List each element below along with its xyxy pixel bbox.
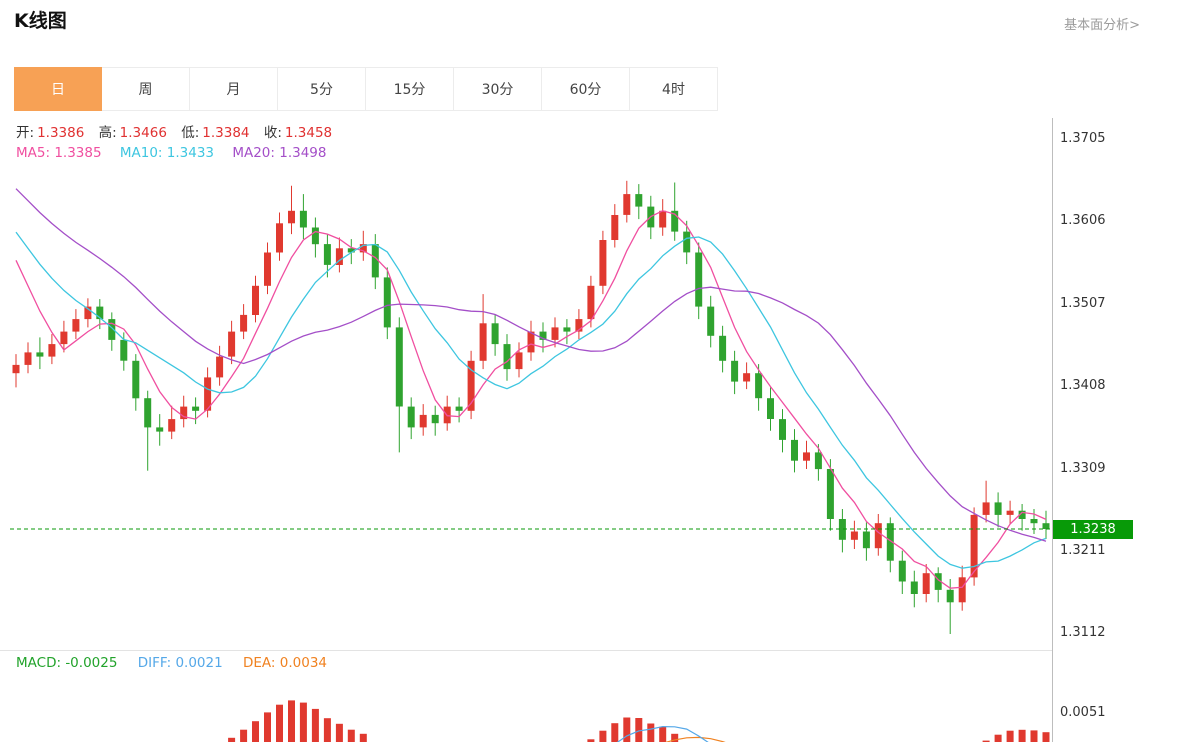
macd-axis-label: 0.0051 (1060, 705, 1106, 721)
axis-label: 1.3408 (1060, 378, 1106, 394)
axis-label: 1.3507 (1060, 295, 1106, 311)
tab-week[interactable]: 周 (102, 67, 190, 111)
tab-month[interactable]: 月 (190, 67, 278, 111)
macd-chart[interactable] (10, 650, 1052, 742)
high-value: 1.3466 (119, 125, 167, 141)
open-value: 1.3386 (37, 125, 85, 141)
axis-label: 1.3309 (1060, 460, 1106, 476)
axis-label: 1.3705 (1060, 130, 1106, 146)
axis-label: 1.3112 (1060, 624, 1106, 640)
fundamental-analysis-link[interactable]: 基本面分析> (1064, 18, 1140, 33)
low-label: 低: (181, 125, 200, 141)
tab-15min[interactable]: 15分 (366, 67, 454, 111)
candlestick-chart[interactable] (10, 118, 1052, 650)
tab-4hour[interactable]: 4时 (630, 67, 718, 111)
period-tabs: 日 周 月 5分 15分 30分 60分 4时 (14, 67, 718, 111)
diff-value: DIFF: 0.0021 (137, 655, 223, 671)
high-label: 高: (98, 125, 117, 141)
pane-divider (0, 650, 1052, 651)
close-value: 1.3458 (284, 125, 333, 141)
close-label: 收: (263, 125, 282, 141)
last-price-tag: 1.3238 (1053, 519, 1133, 539)
dea-value: DEA: 0.0034 (242, 655, 328, 671)
macd-value: MACD: -0.0025 (16, 655, 118, 671)
ma5-legend: MA5: 1.3385 (16, 145, 102, 161)
page-title: K线图 (14, 10, 67, 32)
low-value: 1.3384 (202, 125, 250, 141)
ma-legend: MA5: 1.3385 MA10: 1.3433 MA20: 1.3498 (16, 145, 340, 161)
axis-label: 1.3606 (1060, 213, 1106, 229)
ma10-legend: MA10: 1.3433 (119, 145, 215, 161)
tab-30min[interactable]: 30分 (454, 67, 542, 111)
axis-label: 1.3211 (1060, 542, 1106, 558)
ohlc-legend: 开: 1.3386 高: 1.3466 低: 1.3384 收: 1.3458 (16, 121, 332, 141)
tab-day[interactable]: 日 (14, 67, 102, 111)
price-axis-line (1052, 118, 1053, 742)
ma20-legend: MA20: 1.3498 (232, 145, 327, 161)
tab-5min[interactable]: 5分 (278, 67, 366, 111)
open-label: 开: (16, 125, 35, 141)
tab-60min[interactable]: 60分 (542, 67, 630, 111)
macd-legend: MACD: -0.0025 DIFF: 0.0021 DEA: 0.0034 (16, 655, 343, 671)
